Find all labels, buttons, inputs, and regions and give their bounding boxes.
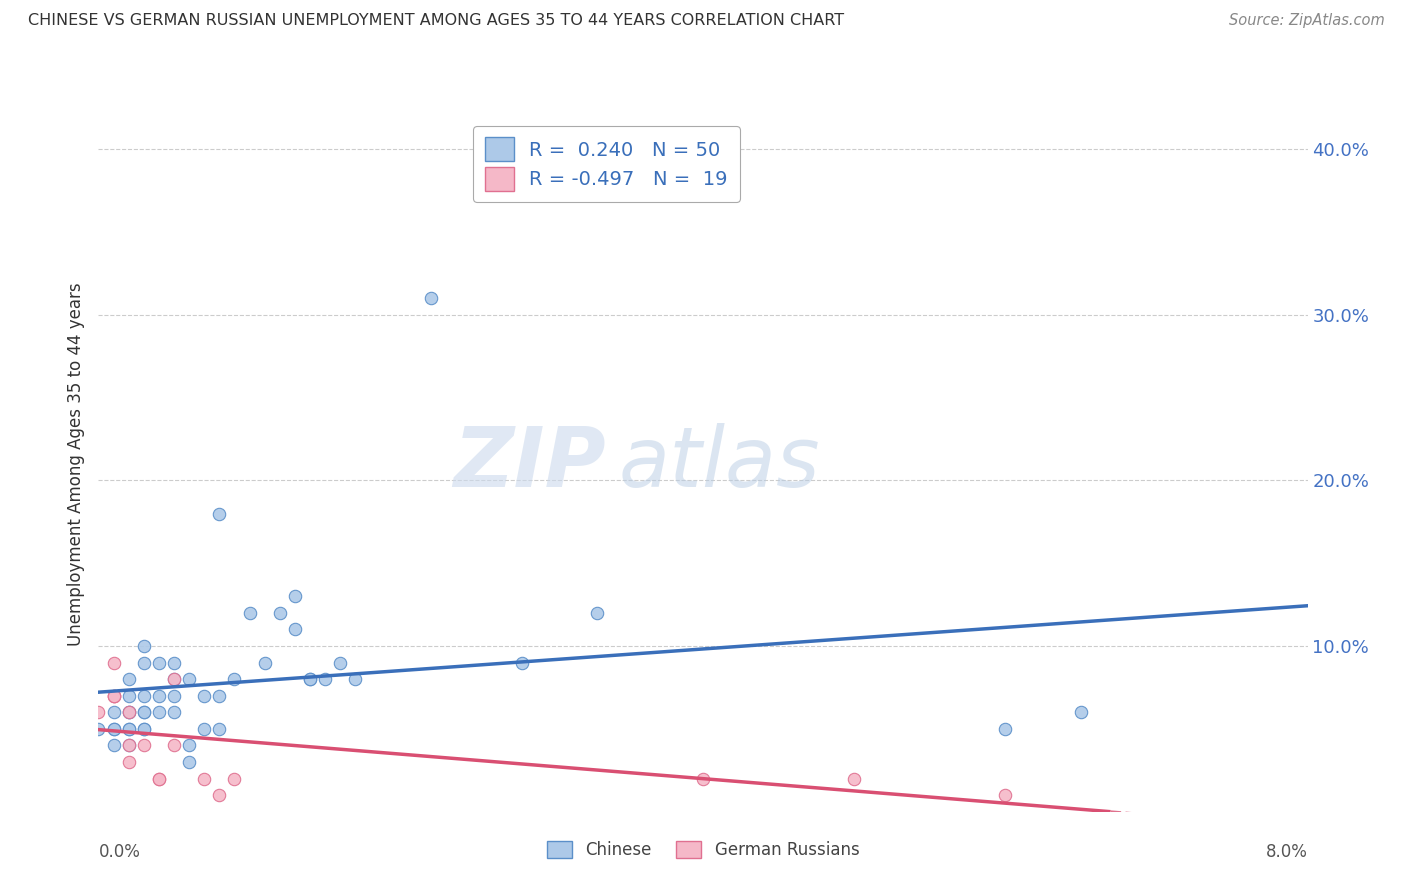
Text: 0.0%: 0.0% xyxy=(98,843,141,861)
Text: 8.0%: 8.0% xyxy=(1265,843,1308,861)
Point xyxy=(163,656,186,670)
Point xyxy=(163,706,186,720)
Point xyxy=(994,722,1017,736)
Point xyxy=(692,772,714,786)
Point xyxy=(510,656,533,670)
Text: Source: ZipAtlas.com: Source: ZipAtlas.com xyxy=(1229,13,1385,29)
Point xyxy=(208,722,231,736)
Legend: Chinese, German Russians: Chinese, German Russians xyxy=(540,835,866,866)
Point xyxy=(208,507,231,521)
Point xyxy=(208,689,231,703)
Point xyxy=(87,722,110,736)
Point xyxy=(193,772,215,786)
Point xyxy=(224,672,246,686)
Point xyxy=(994,788,1017,802)
Point xyxy=(132,722,155,736)
Point xyxy=(118,706,141,720)
Point xyxy=(269,606,291,620)
Point xyxy=(148,689,170,703)
Point xyxy=(132,706,155,720)
Point xyxy=(118,739,141,753)
Point xyxy=(148,772,170,786)
Point xyxy=(193,689,215,703)
Point xyxy=(103,739,125,753)
Point xyxy=(163,739,186,753)
Point xyxy=(118,672,141,686)
Point xyxy=(344,672,367,686)
Text: ZIP: ZIP xyxy=(454,424,606,504)
Point xyxy=(844,772,866,786)
Point xyxy=(148,656,170,670)
Point xyxy=(224,772,246,786)
Text: CHINESE VS GERMAN RUSSIAN UNEMPLOYMENT AMONG AGES 35 TO 44 YEARS CORRELATION CHA: CHINESE VS GERMAN RUSSIAN UNEMPLOYMENT A… xyxy=(28,13,844,29)
Point xyxy=(179,672,201,686)
Point xyxy=(148,706,170,720)
Point xyxy=(179,755,201,769)
Point xyxy=(103,706,125,720)
Point xyxy=(193,722,215,736)
Point xyxy=(1070,706,1092,720)
Point xyxy=(118,722,141,736)
Point xyxy=(132,722,155,736)
Point xyxy=(284,590,307,604)
Point xyxy=(329,656,352,670)
Point xyxy=(118,739,141,753)
Point xyxy=(299,672,322,686)
Point xyxy=(163,672,186,686)
Point xyxy=(132,639,155,653)
Point xyxy=(118,706,141,720)
Point xyxy=(118,689,141,703)
Point xyxy=(299,672,322,686)
Point xyxy=(118,722,141,736)
Point xyxy=(239,606,262,620)
Point xyxy=(284,623,307,637)
Point xyxy=(132,739,155,753)
Point xyxy=(132,689,155,703)
Point xyxy=(103,689,125,703)
Point xyxy=(103,656,125,670)
Point xyxy=(87,706,110,720)
Point xyxy=(314,672,336,686)
Y-axis label: Unemployment Among Ages 35 to 44 years: Unemployment Among Ages 35 to 44 years xyxy=(66,282,84,646)
Point xyxy=(118,755,141,769)
Point xyxy=(103,689,125,703)
Point xyxy=(253,656,276,670)
Point xyxy=(132,656,155,670)
Point xyxy=(208,788,231,802)
Point xyxy=(148,772,170,786)
Point xyxy=(103,722,125,736)
Point xyxy=(118,706,141,720)
Point xyxy=(103,722,125,736)
Point xyxy=(179,739,201,753)
Point xyxy=(103,689,125,703)
Point xyxy=(163,672,186,686)
Text: atlas: atlas xyxy=(619,424,820,504)
Point xyxy=(132,706,155,720)
Point xyxy=(163,689,186,703)
Point xyxy=(586,606,609,620)
Point xyxy=(419,291,441,305)
